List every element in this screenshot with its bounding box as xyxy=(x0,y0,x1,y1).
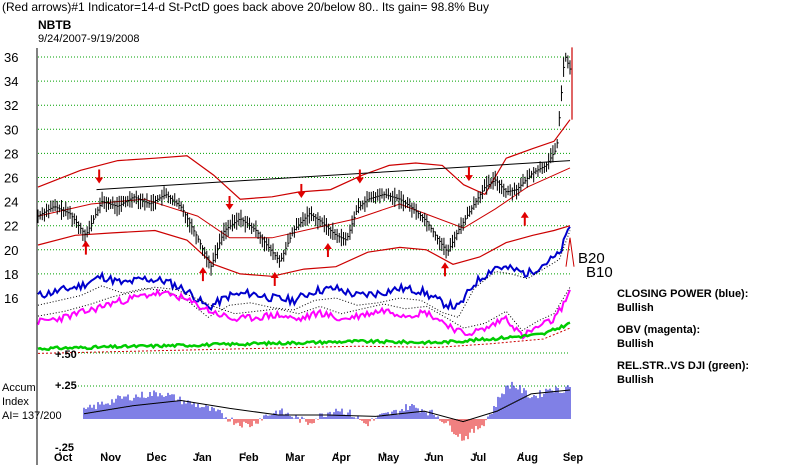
indicator-lines-layer xyxy=(37,226,571,354)
rel-str-status: Bullish xyxy=(617,374,654,386)
month-label: Aug xyxy=(517,452,538,464)
accum-tick-mid: +.25 xyxy=(55,380,77,392)
accum-value-label: AI= 137/200 xyxy=(2,410,62,422)
buy-arrow-head xyxy=(198,267,207,274)
month-label: May xyxy=(378,452,400,464)
obv-line xyxy=(37,288,571,340)
band-end-marker xyxy=(565,237,575,267)
rel-str-ma-line xyxy=(37,327,571,354)
month-label: Oct xyxy=(54,452,73,464)
y-tick-label: 34 xyxy=(4,74,18,89)
y-tick-label: 36 xyxy=(4,50,18,65)
obv-status: Bullish xyxy=(617,338,654,350)
y-tick-label: 32 xyxy=(4,98,18,113)
closing-power-status: Bullish xyxy=(617,302,654,314)
accum-index-layer xyxy=(83,381,571,441)
month-label: Sep xyxy=(563,452,583,464)
month-label: Nov xyxy=(100,452,122,464)
y-tick-label: 22 xyxy=(4,219,18,234)
price-layer xyxy=(37,52,572,276)
sell-arrow-head xyxy=(464,175,473,182)
sell-arrow-head xyxy=(225,204,234,211)
buy-arrow-head xyxy=(440,262,449,269)
date-range-label: 9/24/2007-9/19/2008 xyxy=(38,33,140,45)
y-tick-label: 18 xyxy=(4,267,18,282)
bands-layer xyxy=(37,47,575,277)
symbol-label: NBTB xyxy=(38,18,72,32)
upper-band-line xyxy=(37,119,571,200)
accum-label-line2: Index xyxy=(2,396,29,408)
month-label: Mar xyxy=(285,452,305,464)
y-tick-label: 16 xyxy=(4,291,18,306)
grid-layer xyxy=(38,56,570,387)
month-label: Jun xyxy=(424,452,444,464)
accum-ma-line xyxy=(83,389,571,423)
signal-arrows-layer xyxy=(81,167,529,286)
moving-average-line xyxy=(37,167,571,239)
y-tick-label: 20 xyxy=(4,243,18,258)
band-label-lower: B10 xyxy=(586,264,613,281)
y-tick-label: 24 xyxy=(4,195,18,210)
closing-power-line xyxy=(37,226,571,312)
lower-band-line xyxy=(37,225,571,277)
closing-power-label: CLOSING POWER (blue): xyxy=(617,288,749,300)
sell-arrow-head xyxy=(95,177,104,184)
rel-str-line xyxy=(37,321,571,352)
rel-str-label: REL.STR..VS DJI (green): xyxy=(617,360,750,372)
accum-tick-top: +.50 xyxy=(55,349,77,361)
buy-arrow-head xyxy=(520,211,529,218)
month-label: Jan xyxy=(193,452,212,464)
y-tick-label: 26 xyxy=(4,171,18,186)
buy-arrow-head xyxy=(323,243,332,250)
accum-tick-low: -.25 xyxy=(55,442,74,454)
y-tick-labels: 16 18 20 22 24 26 28 30 32 34 36 xyxy=(4,50,18,306)
closing-power-ma-line xyxy=(37,230,571,318)
month-label: Dec xyxy=(147,452,167,464)
buy-arrow-head xyxy=(270,271,279,278)
x-month-labels: Oct Nov Dec Jan Feb Mar Apr May Jun Jul Aug Sep xyxy=(54,452,583,464)
y-tick-label: 30 xyxy=(4,122,18,137)
month-label: Apr xyxy=(332,452,352,464)
buy-arrow-head xyxy=(81,240,90,247)
chart-title: (Red arrows)#1 Indicator=14-d St-PctD go… xyxy=(2,0,489,14)
sell-arrow-head xyxy=(355,177,364,184)
accum-label-line1: Accum xyxy=(2,382,36,394)
month-label: Feb xyxy=(239,452,259,464)
y-tick-label: 28 xyxy=(4,146,18,161)
month-label: Jul xyxy=(470,452,486,464)
band-label-upper: B20 xyxy=(578,250,605,267)
sell-arrow-head xyxy=(297,191,306,198)
obv-ma-line xyxy=(37,286,571,332)
trendline xyxy=(96,160,571,191)
obv-label: OBV (magenta): xyxy=(617,324,701,336)
